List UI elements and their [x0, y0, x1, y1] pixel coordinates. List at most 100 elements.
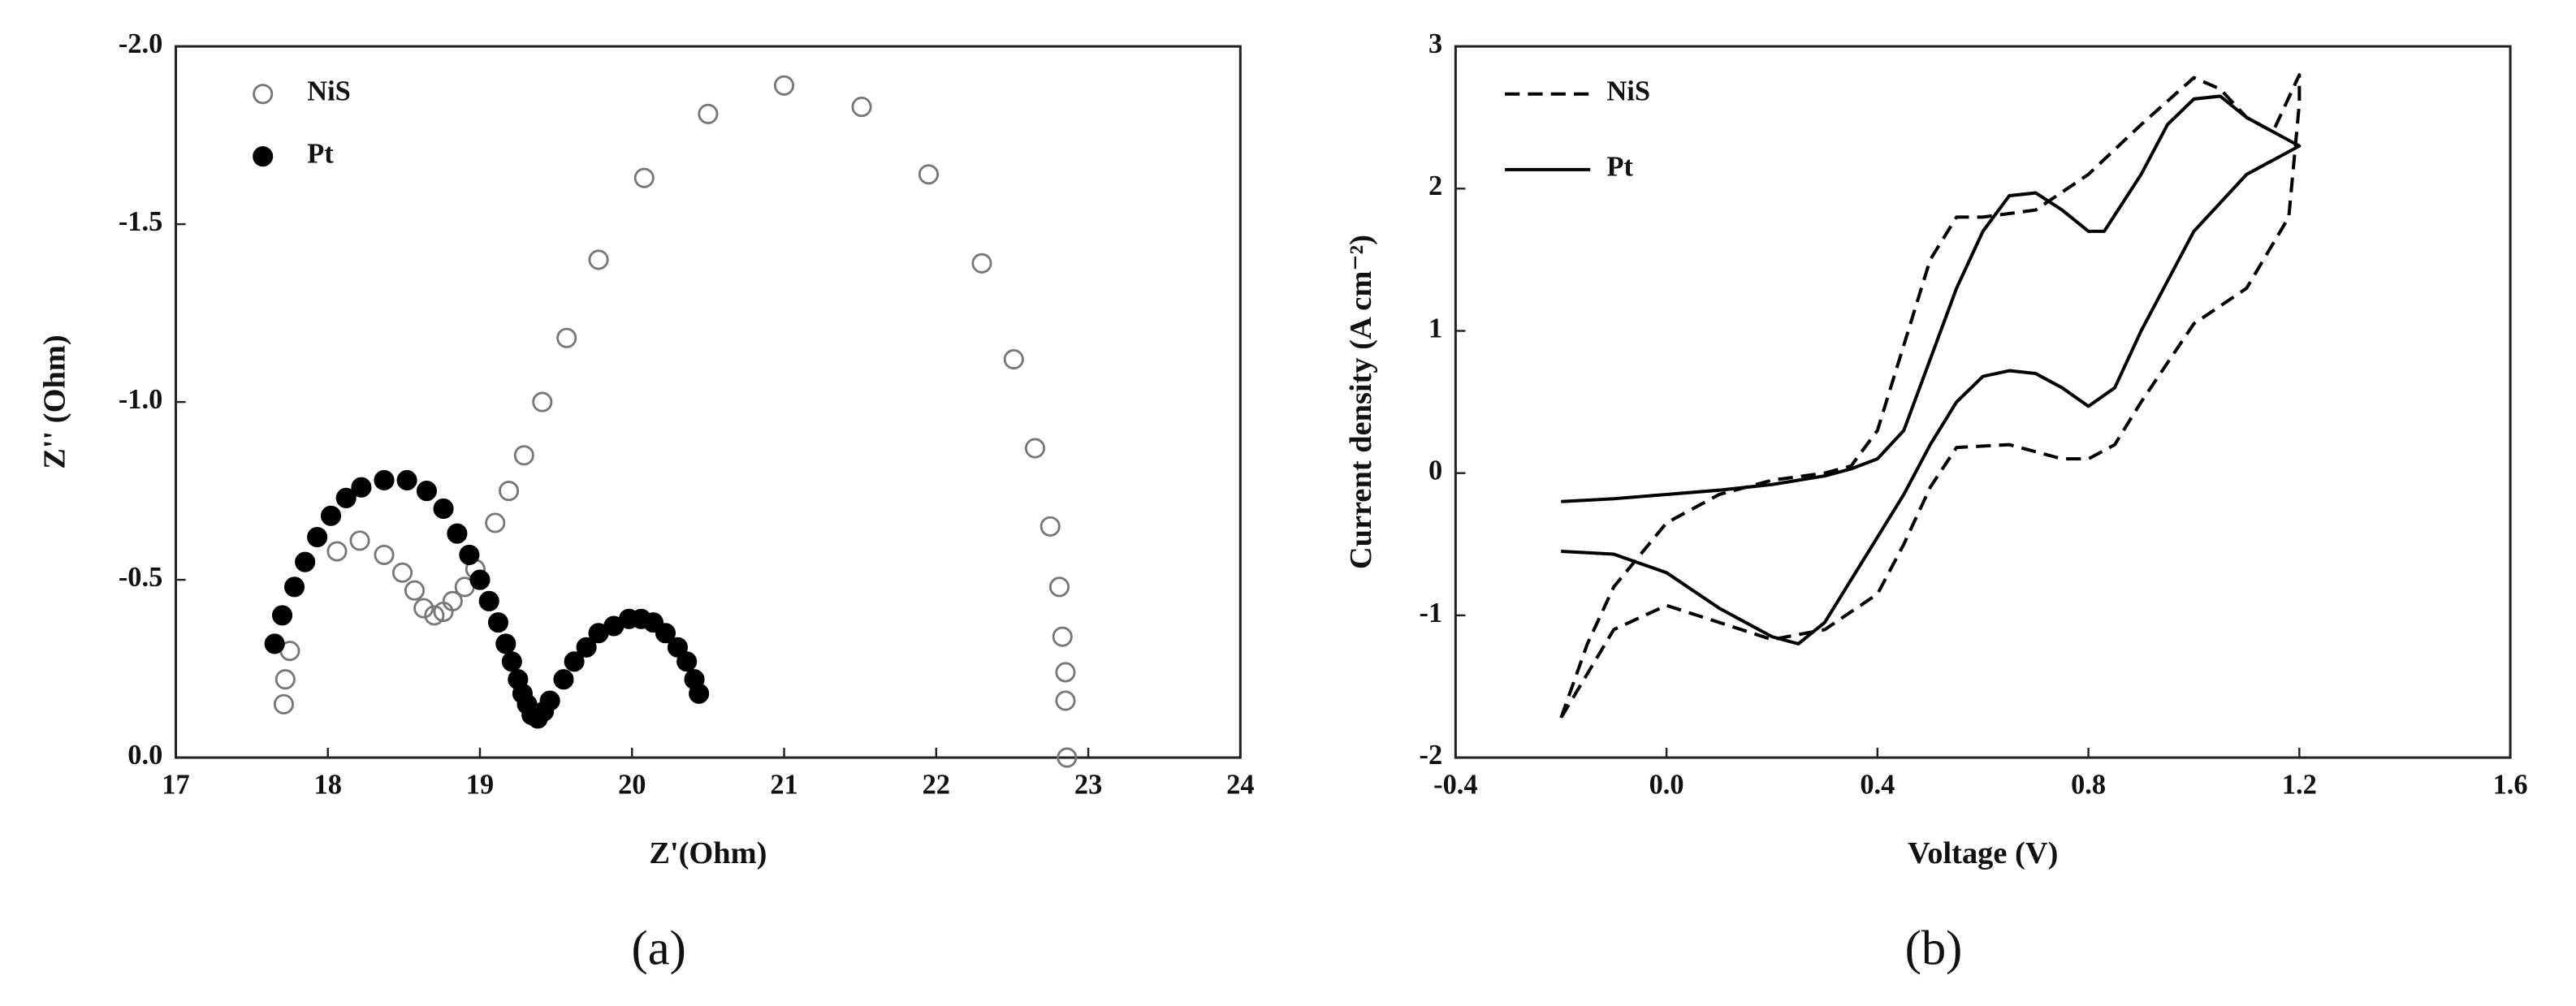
data-point: [539, 690, 560, 711]
data-point: [349, 530, 370, 551]
data-point: [433, 498, 454, 520]
x-tick-label: 23: [1074, 769, 1102, 800]
legend-marker: [253, 84, 274, 105]
data-point: [442, 590, 463, 611]
x-tick-label: -0.4: [1433, 769, 1477, 800]
data-point: [576, 637, 597, 658]
legend-marker: [253, 146, 274, 167]
data-point: [416, 481, 437, 502]
x-axis-title: Voltage (V): [1908, 836, 2058, 870]
x-axis-title: Z'(Ohm): [649, 836, 767, 870]
x-tick-label: 0.4: [1860, 769, 1895, 800]
data-point: [1055, 662, 1076, 683]
data-point: [633, 167, 655, 188]
x-tick-label: 22: [923, 769, 950, 800]
x-tick-label: 18: [314, 769, 342, 800]
data-point: [447, 523, 468, 544]
y-tick-label: 0.0: [128, 740, 162, 771]
y-tick-label: 2: [1428, 171, 1442, 201]
data-point: [404, 580, 426, 601]
y-tick-label: -0.5: [119, 562, 162, 593]
data-point: [485, 512, 506, 533]
data-point: [564, 651, 585, 672]
data-point: [391, 562, 413, 583]
data-point: [374, 469, 395, 490]
data-point: [698, 103, 719, 124]
x-tick-label: 1.6: [2493, 769, 2528, 800]
data-point: [413, 598, 434, 619]
caption: (b): [1905, 922, 1963, 976]
data-point: [374, 544, 395, 565]
y-tick-label: -1: [1420, 598, 1443, 628]
data-point: [295, 551, 316, 572]
data-line: [1559, 73, 2302, 719]
chart: 17 18 19 20 21 22 23 24 0.0 -0.5 -1.0 -1.5 -2.0 Z'(Oh…: [38, 28, 1255, 976]
data-point: [1057, 747, 1078, 768]
legend-label: Pt: [307, 139, 334, 170]
x-tick-label: 19: [466, 769, 494, 800]
data-point: [335, 487, 357, 508]
x-tick-label: 0.0: [1649, 769, 1684, 800]
data-point: [320, 505, 342, 526]
data-point: [495, 633, 516, 654]
data-point: [501, 651, 522, 672]
data-point: [971, 253, 992, 274]
legend-label: NiS: [307, 76, 351, 107]
data-point: [588, 249, 609, 270]
y-tick-label: -2.0: [119, 28, 162, 59]
y-tick-label: -1.5: [119, 206, 162, 237]
plot-frame: [174, 45, 1242, 759]
data-point: [459, 544, 480, 565]
data-point: [396, 469, 417, 490]
caption: (a): [632, 922, 686, 976]
y-tick-label: -2: [1420, 740, 1443, 771]
data-point: [655, 623, 676, 644]
data-point: [283, 576, 305, 598]
data-point: [689, 683, 710, 704]
data-point: [326, 541, 348, 562]
data-point: [264, 633, 285, 654]
legend-label: Pt: [1606, 152, 1633, 183]
data-point: [274, 669, 296, 690]
data-point: [307, 526, 328, 548]
data-point: [1024, 438, 1046, 459]
data-point: [1003, 348, 1024, 370]
data-line: [1561, 94, 2302, 645]
data-point: [676, 651, 698, 672]
data-point: [499, 481, 520, 502]
data-point: [851, 97, 872, 118]
data-point: [532, 391, 553, 412]
x-tick-label: 21: [770, 769, 797, 800]
plot-frame: [1454, 45, 2512, 759]
data-point: [773, 75, 795, 96]
y-axis-title: Z'' (Ohm): [38, 335, 72, 468]
data-point: [1039, 516, 1061, 537]
data-point: [553, 669, 574, 690]
x-tick-label: 17: [162, 769, 189, 800]
data-point: [1048, 576, 1070, 598]
chart: -0.4 0.0 0.4 0.8 1.2 1.6 -2 -1 0 1 2 3 Voltage (V) Cu…: [1344, 28, 2528, 976]
legend-label: NiS: [1606, 76, 1650, 107]
data-point: [556, 327, 577, 348]
data-point: [1055, 690, 1076, 711]
data-point: [351, 477, 372, 498]
y-axis-title: Current density (A cm⁻²): [1344, 235, 1378, 569]
data-point: [272, 605, 293, 626]
data-point: [667, 637, 688, 658]
data-point: [487, 612, 509, 633]
data-point: [1052, 626, 1073, 647]
data-point: [469, 569, 491, 590]
x-tick-label: 24: [1226, 769, 1254, 800]
data-point: [424, 605, 445, 626]
y-tick-label: 1: [1428, 313, 1442, 343]
data-point: [513, 445, 534, 466]
x-tick-label: 0.8: [2071, 769, 2106, 800]
data-point: [918, 164, 939, 185]
x-tick-label: 1.2: [2282, 769, 2317, 800]
y-tick-label: -1.0: [119, 384, 162, 415]
y-tick-label: 3: [1428, 28, 1442, 59]
y-tick-label: 0: [1428, 456, 1442, 486]
data-point: [273, 693, 294, 715]
data-point: [478, 590, 499, 611]
